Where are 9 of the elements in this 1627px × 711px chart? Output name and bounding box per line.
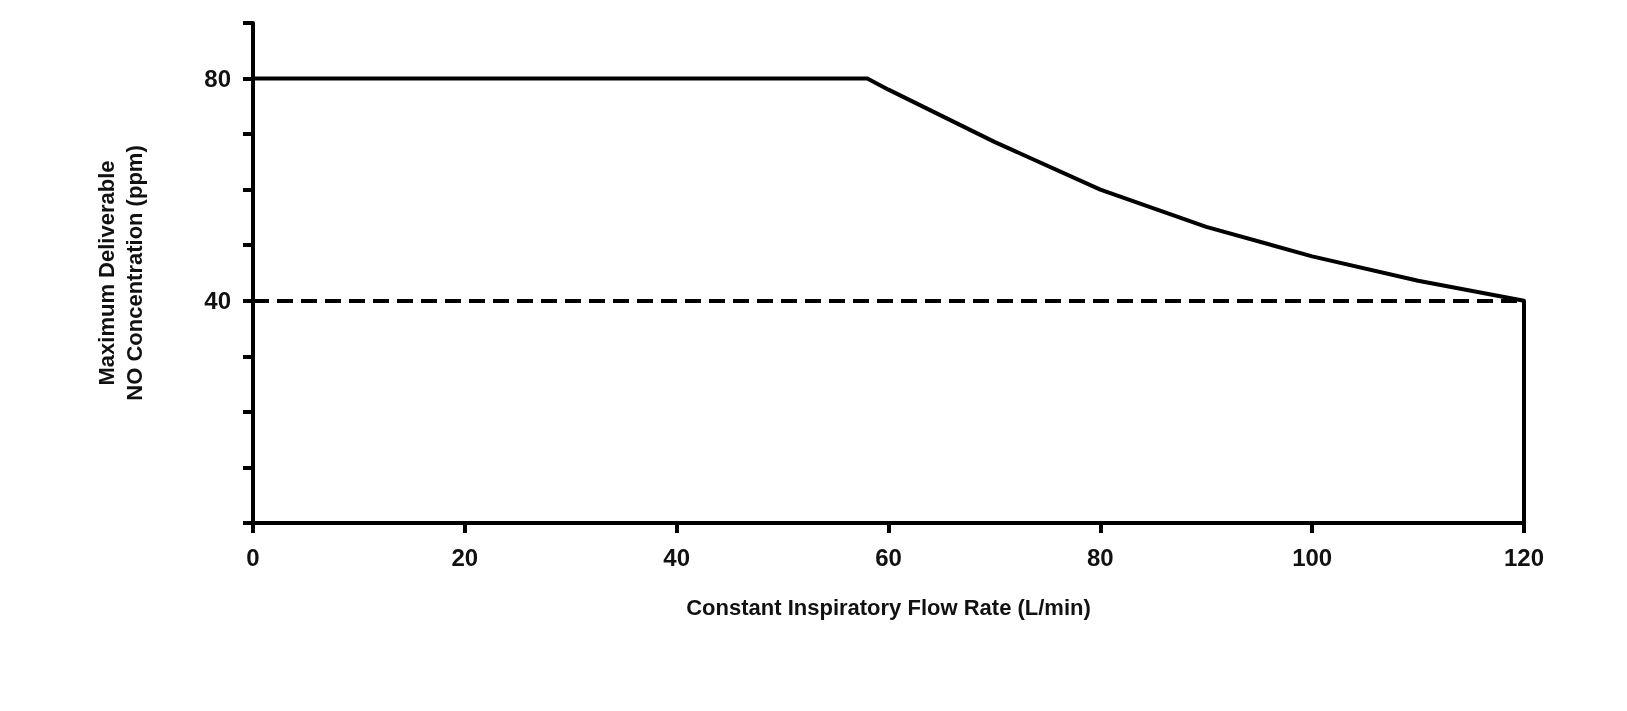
x-tick-label: 120: [1503, 543, 1545, 571]
y-axis-title: Maximum Deliverable NO Concentration (ppm): [93, 145, 147, 401]
x-tick-label: 0: [246, 543, 260, 571]
x-tick-label: 40: [663, 543, 691, 571]
x-tick-label: 20: [451, 543, 479, 571]
x-tick-label: 100: [1292, 543, 1333, 571]
x-axis-title: Constant Inspiratory Flow Rate (L/min): [686, 594, 1091, 620]
x-tick-label: 60: [875, 543, 902, 571]
x-tick-label: 80: [1086, 543, 1114, 571]
